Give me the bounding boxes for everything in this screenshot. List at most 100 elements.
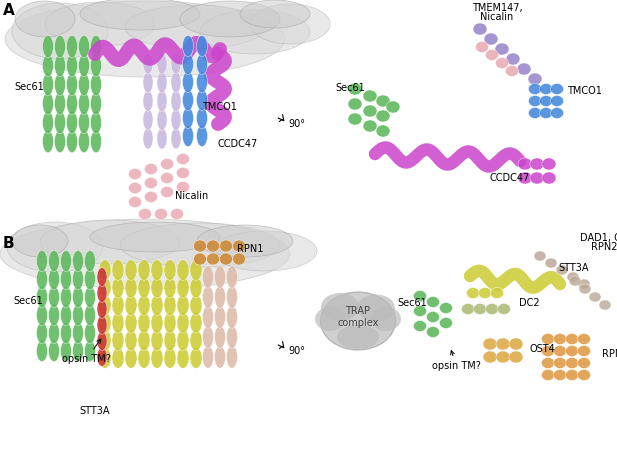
Ellipse shape <box>529 96 542 106</box>
Text: STT3A: STT3A <box>80 406 110 416</box>
Ellipse shape <box>495 43 509 55</box>
Ellipse shape <box>496 338 510 350</box>
Ellipse shape <box>357 295 395 322</box>
Ellipse shape <box>202 306 213 328</box>
Ellipse shape <box>190 312 202 333</box>
Ellipse shape <box>67 112 78 134</box>
Ellipse shape <box>85 287 96 308</box>
Ellipse shape <box>157 53 167 74</box>
Ellipse shape <box>196 90 207 111</box>
Ellipse shape <box>120 223 280 267</box>
Text: Sec61: Sec61 <box>14 82 44 92</box>
Ellipse shape <box>250 4 330 44</box>
Ellipse shape <box>553 346 566 356</box>
Ellipse shape <box>128 197 141 207</box>
Ellipse shape <box>542 357 555 369</box>
Ellipse shape <box>578 346 590 356</box>
Ellipse shape <box>171 128 181 149</box>
Text: CCDC47: CCDC47 <box>218 139 259 149</box>
Text: 90°: 90° <box>288 346 305 356</box>
Ellipse shape <box>36 340 48 362</box>
Ellipse shape <box>348 98 362 110</box>
Ellipse shape <box>138 312 150 333</box>
Ellipse shape <box>80 0 200 30</box>
Ellipse shape <box>164 277 176 298</box>
Ellipse shape <box>539 83 552 94</box>
Ellipse shape <box>138 277 150 298</box>
Text: DC2: DC2 <box>519 298 540 308</box>
Ellipse shape <box>91 92 102 114</box>
Ellipse shape <box>462 303 474 315</box>
Ellipse shape <box>176 182 189 192</box>
Ellipse shape <box>215 286 225 308</box>
Ellipse shape <box>43 54 54 76</box>
Ellipse shape <box>143 91 153 112</box>
Ellipse shape <box>85 268 96 289</box>
Ellipse shape <box>54 92 65 114</box>
Ellipse shape <box>67 74 78 96</box>
Ellipse shape <box>40 220 180 264</box>
Ellipse shape <box>176 167 189 179</box>
Ellipse shape <box>112 260 124 280</box>
Ellipse shape <box>569 276 581 286</box>
Ellipse shape <box>151 277 163 298</box>
Ellipse shape <box>157 72 167 93</box>
Ellipse shape <box>60 323 72 343</box>
Ellipse shape <box>376 125 390 137</box>
Ellipse shape <box>599 300 611 310</box>
Ellipse shape <box>190 295 202 316</box>
Ellipse shape <box>202 326 213 348</box>
Ellipse shape <box>78 36 89 58</box>
Text: Sec61: Sec61 <box>397 298 427 308</box>
Ellipse shape <box>171 91 181 112</box>
Ellipse shape <box>194 240 207 252</box>
Ellipse shape <box>376 110 390 122</box>
Ellipse shape <box>177 260 189 280</box>
Ellipse shape <box>550 83 563 94</box>
Ellipse shape <box>85 304 96 325</box>
Ellipse shape <box>177 348 189 368</box>
Ellipse shape <box>176 153 189 165</box>
Ellipse shape <box>566 370 579 380</box>
Ellipse shape <box>160 173 173 183</box>
Ellipse shape <box>566 333 579 345</box>
Ellipse shape <box>413 320 426 332</box>
Ellipse shape <box>85 250 96 272</box>
Ellipse shape <box>534 251 546 261</box>
Ellipse shape <box>36 250 48 272</box>
Ellipse shape <box>337 325 379 349</box>
Ellipse shape <box>125 312 137 333</box>
Ellipse shape <box>112 330 124 351</box>
Ellipse shape <box>321 293 359 321</box>
Ellipse shape <box>67 36 78 58</box>
Ellipse shape <box>97 284 107 303</box>
Ellipse shape <box>530 172 544 184</box>
Ellipse shape <box>45 2 155 46</box>
Ellipse shape <box>476 41 489 53</box>
Ellipse shape <box>183 90 194 111</box>
Ellipse shape <box>138 209 152 219</box>
Ellipse shape <box>528 73 542 85</box>
Ellipse shape <box>15 1 75 37</box>
Ellipse shape <box>144 177 157 189</box>
Ellipse shape <box>43 36 54 58</box>
Ellipse shape <box>177 295 189 316</box>
Ellipse shape <box>473 303 486 315</box>
Ellipse shape <box>138 330 150 351</box>
Ellipse shape <box>164 348 176 368</box>
Ellipse shape <box>54 130 65 152</box>
Ellipse shape <box>226 326 238 348</box>
Ellipse shape <box>36 268 48 289</box>
Ellipse shape <box>542 333 555 345</box>
Ellipse shape <box>190 277 202 298</box>
Ellipse shape <box>183 53 194 75</box>
Ellipse shape <box>143 53 153 74</box>
Ellipse shape <box>226 306 238 328</box>
Ellipse shape <box>78 112 89 134</box>
Ellipse shape <box>566 357 579 369</box>
Ellipse shape <box>207 253 220 265</box>
Text: opsin TM?: opsin TM? <box>432 351 481 371</box>
Ellipse shape <box>578 370 590 380</box>
Ellipse shape <box>91 112 102 134</box>
Ellipse shape <box>171 53 181 74</box>
